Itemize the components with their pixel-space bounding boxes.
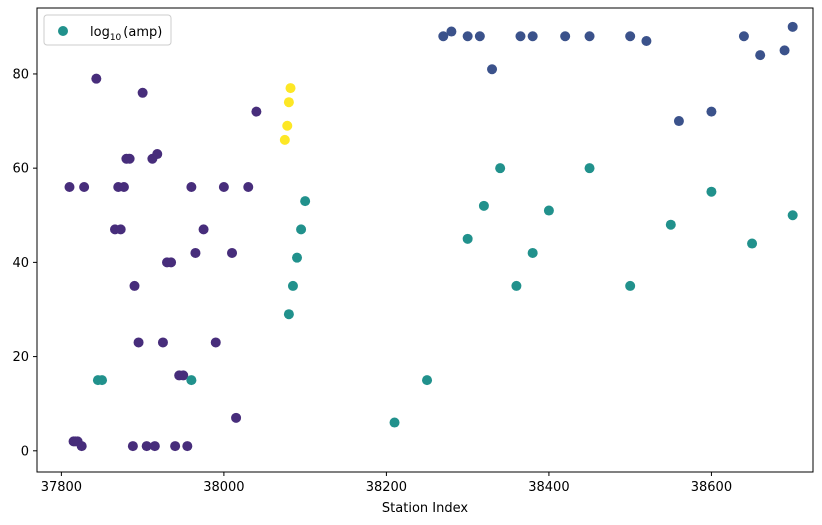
data-point — [285, 83, 296, 94]
data-point — [296, 224, 307, 235]
data-point — [76, 441, 87, 452]
data-point — [511, 280, 522, 291]
x-axis-label: Station Index — [382, 501, 468, 516]
data-point — [64, 182, 75, 193]
data-point — [182, 441, 193, 452]
data-point — [673, 116, 684, 127]
data-point — [178, 370, 189, 381]
data-point — [282, 120, 293, 131]
data-point — [462, 233, 473, 244]
data-point — [527, 247, 538, 258]
data-point — [584, 31, 595, 42]
data-point — [91, 73, 102, 84]
data-point — [133, 337, 144, 348]
data-point — [129, 280, 140, 291]
data-point — [738, 31, 749, 42]
x-tick-label: 37800 — [41, 480, 82, 495]
y-tick-label: 80 — [12, 67, 29, 82]
y-tick-label: 40 — [12, 256, 29, 271]
data-point — [124, 153, 135, 164]
x-tick-label: 38400 — [528, 480, 569, 495]
data-point — [747, 238, 758, 249]
data-point — [755, 50, 766, 61]
data-point — [560, 31, 571, 42]
data-point — [190, 247, 201, 258]
data-point — [446, 26, 457, 37]
data-point — [97, 375, 108, 386]
data-point — [474, 31, 485, 42]
legend-marker — [58, 26, 68, 36]
data-point — [279, 134, 290, 145]
data-point — [584, 163, 595, 174]
x-tick-label: 38000 — [203, 480, 244, 495]
data-point — [300, 196, 311, 207]
data-point — [115, 224, 126, 235]
data-point — [231, 412, 242, 423]
data-point — [438, 31, 449, 42]
data-point — [422, 375, 433, 386]
data-point — [779, 45, 790, 56]
plot-frame — [36, 7, 814, 473]
x-tick-label: 38600 — [691, 480, 732, 495]
x-tick-label: 38200 — [366, 480, 407, 495]
data-point — [157, 337, 168, 348]
data-point — [706, 106, 717, 117]
data-point — [251, 106, 262, 117]
legend-box — [43, 14, 172, 46]
data-point — [543, 205, 554, 216]
data-point — [127, 441, 138, 452]
data-point — [641, 35, 652, 46]
data-point — [787, 210, 798, 221]
y-axis: 0 20 40 60 80 — [12, 67, 37, 459]
data-point — [79, 182, 90, 193]
data-point — [218, 182, 229, 193]
x-axis: 37800 38000 38200 38400 38600 — [41, 472, 732, 495]
data-point — [152, 149, 163, 160]
data-point — [292, 252, 303, 263]
data-point — [118, 182, 129, 193]
data-point — [389, 417, 400, 428]
data-point — [462, 31, 473, 42]
data-point — [186, 375, 197, 386]
data-point — [283, 97, 294, 108]
data-point — [210, 337, 221, 348]
data-point — [487, 64, 498, 75]
y-tick-label: 0 — [21, 444, 29, 459]
data-point — [665, 219, 676, 230]
data-point — [478, 200, 489, 211]
data-point — [149, 441, 160, 452]
data-points — [64, 21, 798, 452]
data-point — [186, 182, 197, 193]
y-tick-label: 20 — [12, 350, 29, 365]
data-point — [787, 21, 798, 32]
data-point — [141, 441, 152, 452]
data-point — [166, 257, 177, 268]
data-point — [170, 441, 181, 452]
data-point — [515, 31, 526, 42]
data-point — [243, 182, 254, 193]
data-point — [625, 31, 636, 42]
data-point — [527, 31, 538, 42]
y-tick-label: 60 — [12, 162, 29, 177]
data-point — [137, 87, 148, 98]
data-point — [625, 280, 636, 291]
legend: log10 (amp) — [43, 14, 172, 46]
data-point — [198, 224, 209, 235]
legend-label: log10 (amp) — [90, 25, 162, 43]
data-point — [495, 163, 506, 174]
data-point — [706, 186, 717, 197]
data-point — [227, 247, 238, 258]
data-point — [287, 280, 298, 291]
data-point — [283, 309, 294, 320]
